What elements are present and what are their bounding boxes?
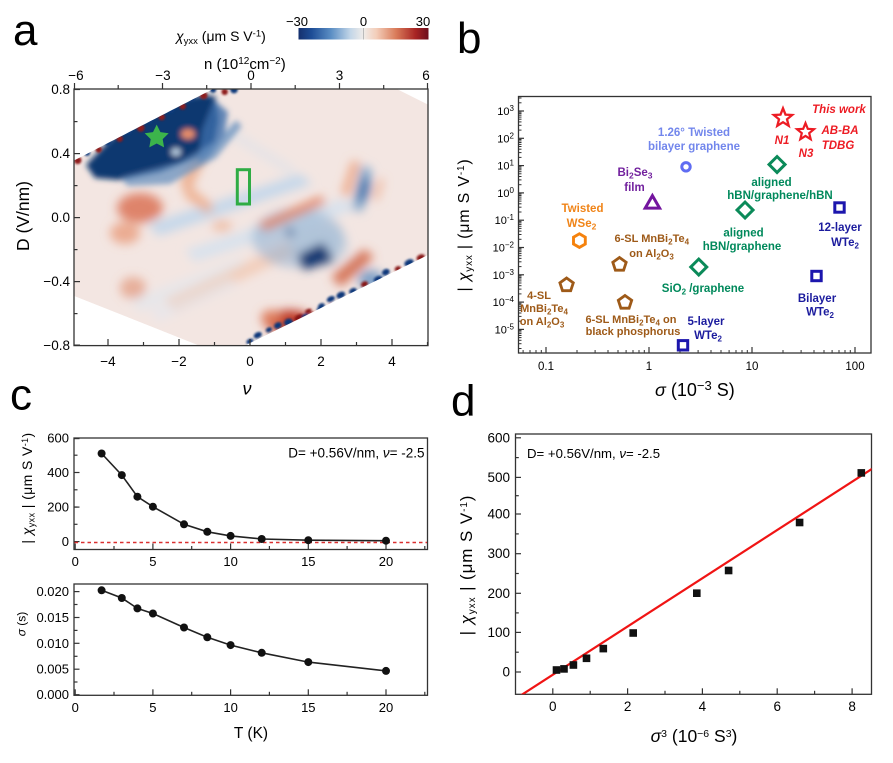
svg-text:ν: ν — [243, 379, 252, 399]
svg-text:film: film — [624, 182, 644, 194]
svg-text:600: 600 — [487, 430, 510, 445]
svg-text:−0.4: −0.4 — [43, 274, 70, 289]
svg-text:0: 0 — [62, 534, 69, 549]
svg-text:12-layer: 12-layer — [818, 222, 862, 234]
svg-text:σ3 (10−6 S3): σ3 (10−6 S3) — [651, 726, 738, 746]
svg-text:4: 4 — [699, 699, 707, 714]
svg-text:WTe2: WTe2 — [831, 237, 859, 251]
svg-text:TDBG: TDBG — [822, 140, 855, 152]
svg-text:0: 0 — [247, 68, 255, 83]
svg-text:6: 6 — [773, 699, 781, 714]
svg-text:on Al2O3: on Al2O3 — [520, 316, 565, 330]
svg-text:n (1012cm−2): n (1012cm−2) — [204, 56, 286, 73]
svg-text:T (K): T (K) — [234, 725, 268, 742]
svg-text:5: 5 — [149, 700, 156, 715]
svg-text:WTe2: WTe2 — [806, 307, 834, 321]
svg-text:c: c — [10, 371, 32, 420]
svg-text:30: 30 — [416, 14, 430, 29]
svg-text:2: 2 — [624, 699, 632, 714]
svg-text:−6: −6 — [68, 68, 83, 83]
svg-text:−0.8: −0.8 — [43, 338, 70, 353]
svg-text:4-SL: 4-SL — [527, 290, 551, 302]
svg-text:0: 0 — [502, 665, 510, 680]
svg-text:2: 2 — [317, 354, 325, 369]
svg-text:8: 8 — [848, 699, 856, 714]
svg-text:10: 10 — [223, 700, 237, 715]
svg-text:15: 15 — [301, 700, 315, 715]
svg-text:200: 200 — [47, 500, 69, 515]
svg-text:6: 6 — [422, 68, 430, 83]
svg-text:400: 400 — [47, 465, 69, 480]
svg-text:D= +0.56V/nm, ν= -2.5: D= +0.56V/nm, ν= -2.5 — [288, 446, 424, 461]
svg-text:aligned: aligned — [723, 228, 763, 240]
svg-text:MnBi2Te4: MnBi2Te4 — [520, 303, 568, 317]
svg-text:15: 15 — [301, 554, 315, 569]
svg-text:5-layer: 5-layer — [687, 316, 725, 328]
svg-text:aligned: aligned — [751, 177, 791, 189]
svg-text:0: 0 — [72, 700, 79, 715]
svg-text:0.4: 0.4 — [51, 146, 70, 161]
svg-text:400: 400 — [487, 507, 510, 522]
svg-text:0: 0 — [549, 699, 557, 714]
svg-text:σ (10−3 S): σ (10−3 S) — [655, 378, 735, 400]
svg-text:10: 10 — [746, 361, 759, 373]
svg-text:D= +0.56V/nm, ν= -2.5: D= +0.56V/nm, ν= -2.5 — [527, 446, 660, 461]
svg-text:600: 600 — [47, 431, 69, 446]
svg-text:0: 0 — [246, 354, 254, 369]
svg-text:Bi2Se3: Bi2Se3 — [617, 167, 652, 181]
svg-text:5: 5 — [149, 554, 156, 569]
svg-text:| χyxx | (μm S V-1): | χyxx | (μm S V-1) — [457, 495, 478, 636]
svg-text:6-SL MnBi2Te4: 6-SL MnBi2Te4 — [615, 233, 690, 247]
svg-text:6-SL MnBi2Te4 on: 6-SL MnBi2Te4 on — [585, 314, 676, 328]
svg-text:N1: N1 — [775, 135, 790, 147]
svg-text:0.020: 0.020 — [36, 584, 69, 599]
svg-text:on Al2O3: on Al2O3 — [629, 248, 674, 262]
svg-text:500: 500 — [487, 470, 510, 485]
svg-text:4: 4 — [388, 354, 396, 369]
svg-text:100: 100 — [845, 361, 864, 373]
svg-text:hBN/graphene: hBN/graphene — [703, 241, 782, 253]
svg-text:b: b — [457, 14, 481, 63]
svg-text:0: 0 — [360, 14, 367, 29]
svg-text:N3: N3 — [799, 148, 814, 160]
svg-text:300: 300 — [487, 546, 510, 561]
svg-text:−2: −2 — [171, 354, 186, 369]
svg-text:20: 20 — [379, 700, 393, 715]
svg-text:0: 0 — [72, 554, 79, 569]
svg-text:SiO2 /graphene: SiO2 /graphene — [662, 283, 744, 297]
svg-text:20: 20 — [379, 554, 393, 569]
svg-text:1: 1 — [646, 361, 652, 373]
svg-text:−4: −4 — [100, 354, 116, 369]
svg-text:AB-BA: AB-BA — [820, 125, 858, 137]
svg-text:0.000: 0.000 — [36, 687, 69, 702]
svg-text:black phosphorus: black phosphorus — [586, 326, 681, 338]
svg-text:Twisted: Twisted — [562, 203, 604, 215]
svg-text:200: 200 — [487, 586, 510, 601]
svg-text:This work: This work — [812, 104, 866, 116]
svg-text:hBN/graphene/hBN: hBN/graphene/hBN — [727, 190, 832, 202]
svg-text:Bilayer: Bilayer — [798, 293, 837, 305]
svg-text:σ (s): σ (s) — [15, 612, 29, 637]
svg-text:a: a — [13, 6, 38, 55]
svg-text:−3: −3 — [155, 68, 170, 83]
svg-text:WSe2: WSe2 — [567, 218, 597, 232]
svg-text:0.005: 0.005 — [36, 662, 69, 677]
svg-text:0.8: 0.8 — [51, 82, 70, 97]
svg-text:10: 10 — [223, 554, 237, 569]
svg-text:100: 100 — [487, 625, 510, 640]
svg-text:0.1: 0.1 — [538, 361, 554, 373]
svg-text:χyxx (μm S V-1): χyxx (μm S V-1) — [174, 28, 266, 47]
svg-text:0.010: 0.010 — [36, 636, 69, 651]
svg-text:3: 3 — [336, 68, 344, 83]
svg-text:D (V/nm): D (V/nm) — [13, 181, 33, 251]
svg-text:1.26° Twisted: 1.26° Twisted — [658, 127, 730, 139]
svg-text:d: d — [451, 377, 475, 426]
svg-text:−30: −30 — [286, 14, 308, 29]
svg-text:WTe2: WTe2 — [694, 330, 722, 344]
svg-text:| χyxx | (μm S V-1): | χyxx | (μm S V-1) — [19, 432, 37, 543]
svg-text:0.0: 0.0 — [51, 210, 70, 225]
svg-text:0.015: 0.015 — [36, 610, 69, 625]
svg-text:bilayer graphene: bilayer graphene — [648, 141, 740, 153]
